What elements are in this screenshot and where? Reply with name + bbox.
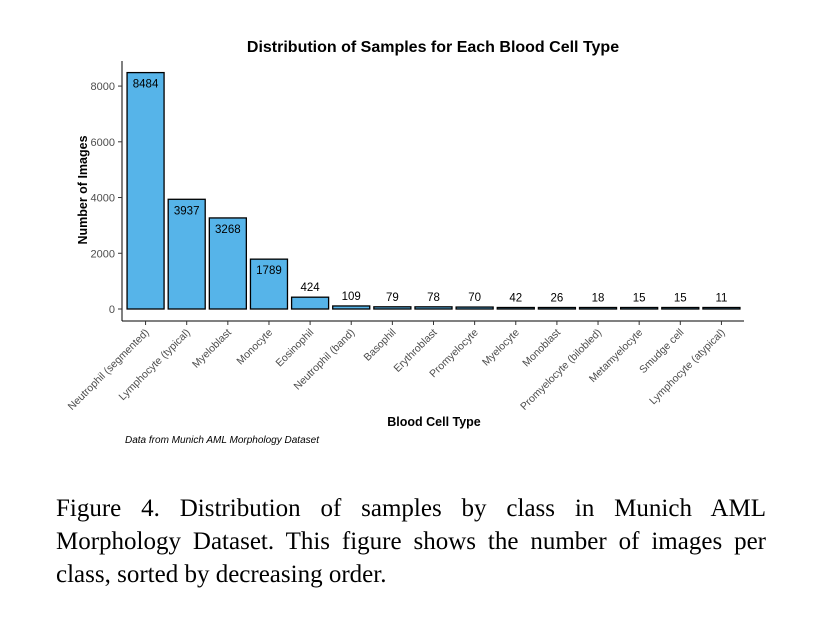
x-tick-label-10: Monoblast [520, 327, 563, 370]
x-tick-label-9: Myelocyte [480, 327, 522, 369]
source-note: Data from Munich AML Morphology Dataset [125, 435, 320, 446]
x-tick-label-1: Lymphocyte (typical) [117, 327, 193, 403]
bar-value-label-7: 78 [427, 292, 440, 304]
bar-value-label-14: 11 [715, 293, 727, 305]
bar-chart: Distribution of Samples for Each Blood C… [66, 39, 744, 446]
x-tick-label-0: Neutrophil (segmented) [66, 327, 152, 413]
x-tick-label-2: Myeloblast [190, 327, 234, 371]
bar-value-label-6: 79 [386, 292, 399, 304]
bar-value-label-5: 109 [342, 291, 361, 303]
x-axis-title: Blood Cell Type [387, 415, 481, 429]
bar-value-label-0: 8484 [133, 79, 159, 91]
y-tick-label-1: 2000 [91, 248, 115, 260]
bar-3 [249, 258, 289, 310]
x-tick-label-6: Basophil [362, 327, 399, 364]
x-tick-label-11: Promyelocyte (bilobled) [518, 327, 604, 413]
bar-value-label-8: 70 [468, 292, 481, 304]
chart-title: Distribution of Samples for Each Blood C… [247, 39, 619, 56]
bar-14 [702, 306, 741, 310]
bar-12 [620, 306, 659, 310]
bar-4 [290, 296, 330, 310]
bar-2 [208, 217, 247, 310]
bar-7 [414, 306, 453, 310]
y-tick-label-3: 6000 [91, 137, 115, 149]
bar-value-label-10: 26 [551, 293, 564, 305]
y-tick-label-2: 4000 [91, 193, 115, 205]
figure-caption: Figure 4. Distribution of samples by cla… [56, 495, 766, 588]
y-tick-label-0: 0 [109, 304, 115, 316]
bar-10 [537, 306, 577, 310]
bar-9 [496, 306, 535, 310]
bar-value-label-4: 424 [301, 282, 321, 294]
bar-6 [373, 306, 412, 310]
bar-0 [126, 71, 165, 310]
bar-5 [332, 305, 371, 310]
x-tick-label-14: Lymphocyte (atypical) [647, 327, 727, 407]
chart-figure: Distribution of Samples for Each Blood C… [66, 39, 744, 446]
bar-8 [455, 306, 494, 310]
bar-value-label-9: 42 [509, 293, 522, 305]
x-tick-label-3: Monocyte [234, 327, 275, 368]
bar-value-label-1: 3937 [174, 205, 200, 217]
y-axis-title: Number of Images [76, 135, 90, 244]
bar-value-label-2: 3268 [215, 224, 241, 236]
bar-value-label-12: 15 [633, 293, 646, 305]
bar-value-label-3: 1789 [256, 265, 282, 277]
y-tick-label-4: 8000 [91, 81, 115, 93]
x-tick-label-4: Eosinophil [273, 327, 316, 370]
bar-value-label-13: 15 [674, 293, 687, 305]
bar-13 [661, 306, 700, 310]
bar-11 [578, 306, 618, 310]
bar-1 [167, 198, 206, 310]
bar-value-label-11: 18 [592, 293, 605, 305]
plot-area: 0 2000 4000 6000 8000 8484 Neutrophil (segment… [66, 61, 744, 413]
